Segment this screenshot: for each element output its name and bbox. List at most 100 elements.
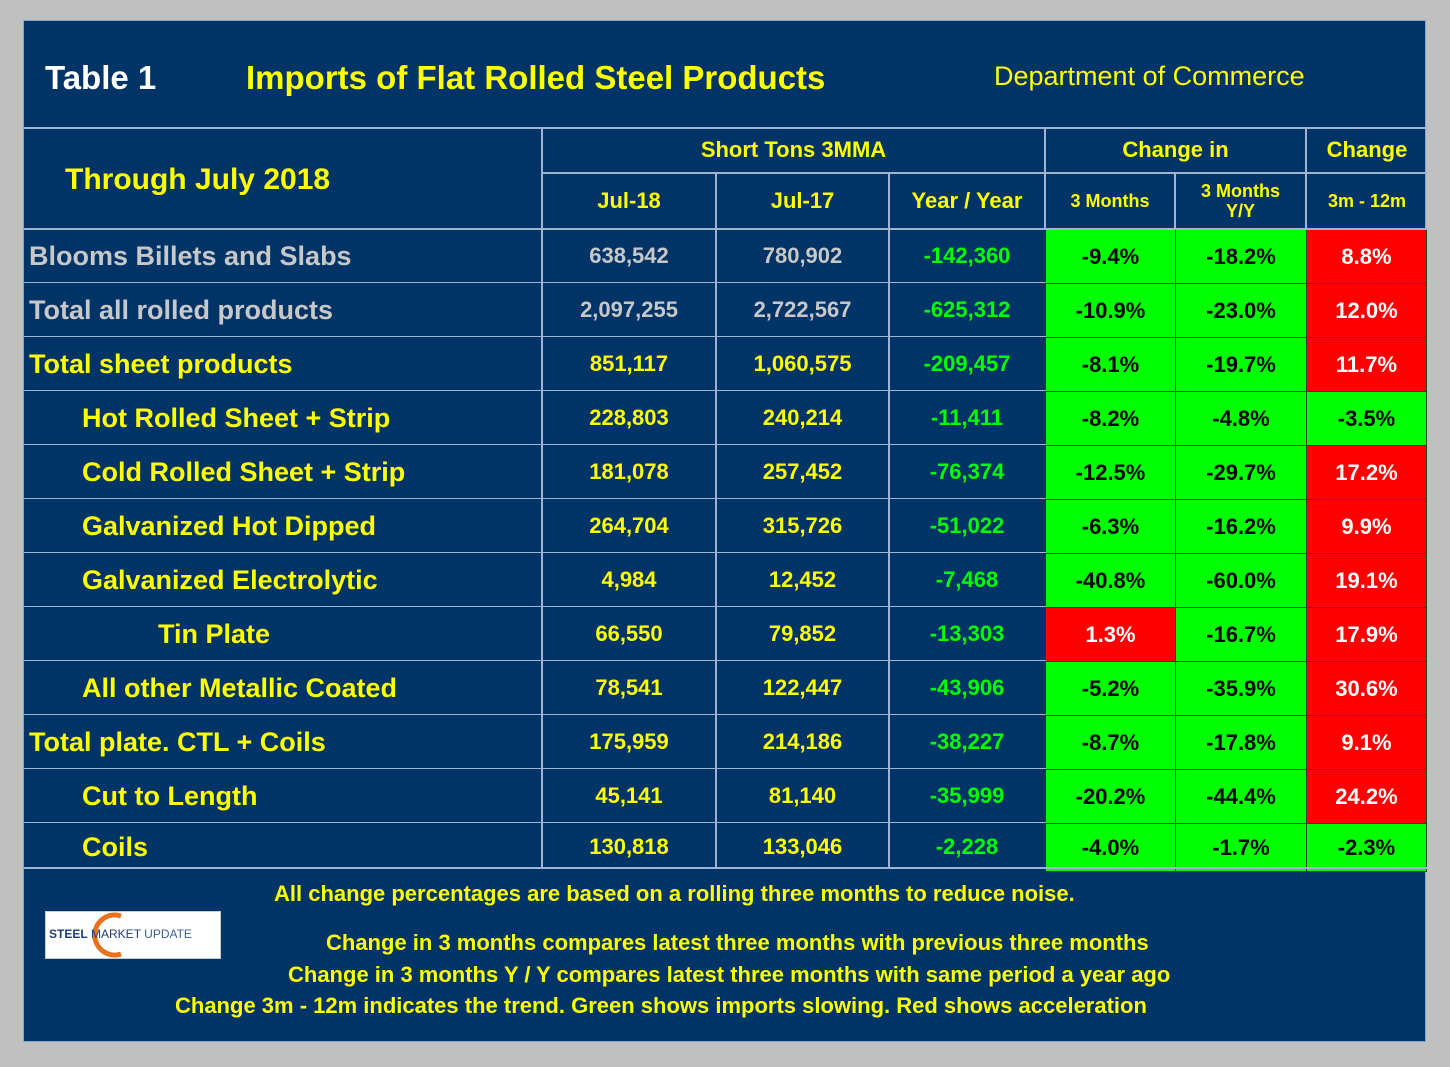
cell-yoy: -625,312 <box>923 297 1011 322</box>
row-divider <box>24 498 1046 499</box>
cell-m3: -8.7% <box>1046 716 1176 770</box>
cell-jul18: 45,141 <box>595 783 663 808</box>
cell-jul17: 240,214 <box>762 405 843 430</box>
cell-m3-m12: 24.2% <box>1307 770 1427 824</box>
cell-m3: -10.9% <box>1046 284 1176 338</box>
logo-word: MARKET <box>91 927 141 941</box>
row-label: Cold Rolled Sheet + Strip <box>82 456 406 487</box>
cell-jul17: 214,186 <box>762 729 843 754</box>
cell-m3-m12: -3.5% <box>1307 392 1427 446</box>
row-label: Galvanized Hot Dipped <box>82 510 377 541</box>
cell-m3-m12: -2.3% <box>1307 824 1427 872</box>
group-header-short-tons: Short Tons 3MMA <box>700 137 887 163</box>
row-divider <box>24 768 1046 769</box>
cell-m3-yy: -44.4% <box>1176 770 1307 824</box>
row-label: Total all rolled products <box>29 294 334 325</box>
table-number: Table 1 <box>45 59 157 96</box>
cell-m3-m12: 9.9% <box>1307 500 1427 554</box>
cell-m3: -20.2% <box>1046 770 1176 824</box>
column-divider <box>1174 173 1176 229</box>
cell-m3-m12: 9.1% <box>1307 716 1427 770</box>
cell-yoy: -43,906 <box>929 675 1005 700</box>
row-label: Coils <box>82 831 149 862</box>
cell-jul18: 175,959 <box>589 729 669 754</box>
header-bottom-divider <box>24 228 1427 230</box>
row-label: Total sheet products <box>29 348 293 379</box>
logo-word: UPDATE <box>144 927 192 941</box>
row-divider <box>24 660 1046 661</box>
cell-yoy: -11,411 <box>930 405 1004 430</box>
col-header-3m: 3 Months <box>1070 190 1150 211</box>
row-divider <box>24 822 1046 823</box>
logo-word: STEEL <box>49 927 88 941</box>
cell-jul18: 4,984 <box>601 567 657 592</box>
cell-jul18: 228,803 <box>589 405 669 430</box>
cell-m3: -6.3% <box>1046 500 1176 554</box>
cell-yoy: -2,228 <box>935 834 999 859</box>
cell-m3-yy: -17.8% <box>1176 716 1307 770</box>
group-header-change-in: Change in <box>1122 137 1229 163</box>
cell-jul17: 133,046 <box>762 834 843 859</box>
cell-m3-yy: -16.7% <box>1176 608 1307 662</box>
cell-m3-m12: 8.8% <box>1307 230 1427 284</box>
cell-jul18: 78,541 <box>595 675 663 700</box>
header-divider <box>24 127 1427 129</box>
cell-m3-yy: -4.8% <box>1176 392 1307 446</box>
cell-m3-yy: -60.0% <box>1176 554 1307 608</box>
col-header-jul18: Jul-18 <box>597 188 661 214</box>
column-divider <box>541 129 543 869</box>
row-divider <box>24 606 1046 607</box>
footer-divider <box>24 867 1427 869</box>
cell-yoy: -38,227 <box>929 729 1005 754</box>
cell-m3: 1.3% <box>1046 608 1176 662</box>
cell-yoy: -51,022 <box>929 513 1005 538</box>
row-label: Blooms Billets and Slabs <box>29 240 352 271</box>
cell-m3-yy: -16.2% <box>1176 500 1307 554</box>
row-label: Tin Plate <box>158 618 271 649</box>
cell-m3-yy: -18.2% <box>1176 230 1307 284</box>
row-label: Hot Rolled Sheet + Strip <box>82 402 391 433</box>
cell-jul17: 12,452 <box>768 567 837 592</box>
cell-jul18: 638,542 <box>589 243 669 268</box>
cell-m3-m12: 11.7% <box>1307 338 1427 392</box>
table-title: Imports of Flat Rolled Steel Products <box>246 59 826 96</box>
cell-m3: -4.0% <box>1046 824 1176 872</box>
cell-yoy: -7,468 <box>935 567 999 592</box>
cell-m3: -12.5% <box>1046 446 1176 500</box>
cell-m3-yy: -35.9% <box>1176 662 1307 716</box>
cell-yoy: -209,457 <box>923 351 1011 376</box>
cell-jul17: 1,060,575 <box>753 351 852 376</box>
cell-m3-m12: 30.6% <box>1307 662 1427 716</box>
cell-jul18: 851,117 <box>589 351 669 376</box>
row-divider <box>24 390 1046 391</box>
footer-note: Change in 3 months compares latest three… <box>326 930 1149 955</box>
col-header-3m-12m: 3m - 12m <box>1327 190 1407 211</box>
cell-m3-yy: -29.7% <box>1176 446 1307 500</box>
row-divider <box>24 552 1046 553</box>
cell-m3-m12: 17.9% <box>1307 608 1427 662</box>
cell-jul18: 130,818 <box>589 834 669 859</box>
cell-m3-yy: -23.0% <box>1176 284 1307 338</box>
table-panel: Table 1 Imports of Flat Rolled Steel Pro… <box>23 20 1427 1042</box>
footer-note: Change 3m - 12m indicates the trend. Gre… <box>175 993 1147 1018</box>
cell-yoy: -76,374 <box>929 459 1005 484</box>
group-header-change: Change <box>1326 137 1408 163</box>
cell-m3: -9.4% <box>1046 230 1176 284</box>
cell-jul17: 122,447 <box>762 675 843 700</box>
cell-m3: -8.1% <box>1046 338 1176 392</box>
cell-m3: -40.8% <box>1046 554 1176 608</box>
row-label: All other Metallic Coated <box>82 672 398 703</box>
cell-m3-m12: 12.0% <box>1307 284 1427 338</box>
cell-m3-m12: 19.1% <box>1307 554 1427 608</box>
row-divider <box>24 714 1046 715</box>
col-header-yoy: Year / Year <box>911 188 1023 214</box>
row-label: Cut to Length <box>82 780 258 811</box>
column-divider <box>888 173 890 869</box>
data-source: Department of Commerce <box>994 61 1305 91</box>
cell-m3-m12: 17.2% <box>1307 446 1427 500</box>
column-divider <box>1044 129 1046 229</box>
row-divider <box>24 444 1046 445</box>
cell-m3-yy: -1.7% <box>1176 824 1307 872</box>
cell-jul18: 264,704 <box>589 513 669 538</box>
cell-m3-yy: -19.7% <box>1176 338 1307 392</box>
